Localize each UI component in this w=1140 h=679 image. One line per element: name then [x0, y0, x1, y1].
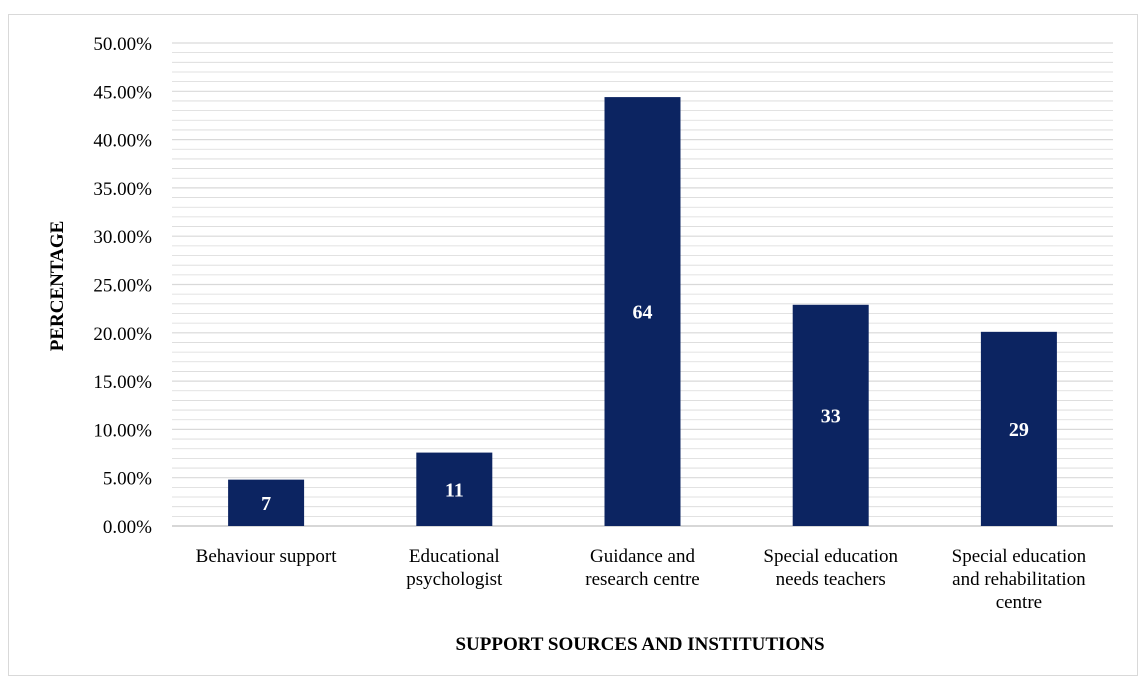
y-tick-label: 50.00%	[93, 34, 152, 55]
chart-frame	[8, 14, 1138, 676]
bar	[416, 452, 493, 526]
bar-data-label: 33	[821, 405, 841, 427]
bar-data-label: 64	[633, 302, 653, 324]
x-axis-categories: Behaviour support Educationalpsychologist…	[196, 546, 1087, 613]
y-tick-label: 40.00%	[93, 131, 152, 152]
y-tick-label: 0.00%	[103, 517, 152, 538]
x-category-label: centre	[996, 592, 1042, 613]
y-tick-label: 5.00%	[103, 469, 152, 490]
x-category-label: psychologist	[406, 569, 503, 590]
x-category-label: Educational	[409, 546, 500, 567]
bar	[228, 479, 305, 526]
bar	[792, 304, 869, 526]
y-tick-label: 10.00%	[93, 420, 152, 441]
bar-data-label: 29	[1009, 419, 1029, 441]
y-tick-label: 20.00%	[93, 324, 152, 345]
bar-data-label: 7	[261, 493, 271, 515]
y-tick-label: 15.00%	[93, 372, 152, 393]
y-tick-label: 35.00%	[93, 179, 152, 200]
x-axis-title: SUPPORT SOURCES AND INSTITUTIONS	[455, 634, 824, 655]
bar-data-label: 11	[445, 479, 464, 501]
data-labels: 7 11 64 33 29	[261, 302, 1029, 515]
y-axis-ticks: 0.00% 5.00% 10.00% 15.00% 20.00% 25.00% 30.00%…	[93, 34, 152, 538]
bars	[228, 97, 1057, 526]
x-category-label: Guidance and	[590, 546, 695, 567]
bar	[980, 331, 1057, 526]
y-tick-label: 45.00%	[93, 82, 152, 103]
bar	[604, 97, 681, 526]
x-category-label: research centre	[585, 569, 699, 590]
y-tick-label: 25.00%	[93, 276, 152, 297]
x-category-label: needs teachers	[776, 569, 886, 590]
x-category-label: Special education	[952, 546, 1087, 567]
x-category-label: Behaviour support	[196, 546, 338, 567]
y-tick-label: 30.00%	[93, 227, 152, 248]
x-category-label: and rehabilitation	[952, 569, 1086, 590]
y-axis-title: PERCENTAGE	[47, 221, 68, 352]
x-category-label: Special education	[763, 546, 898, 567]
